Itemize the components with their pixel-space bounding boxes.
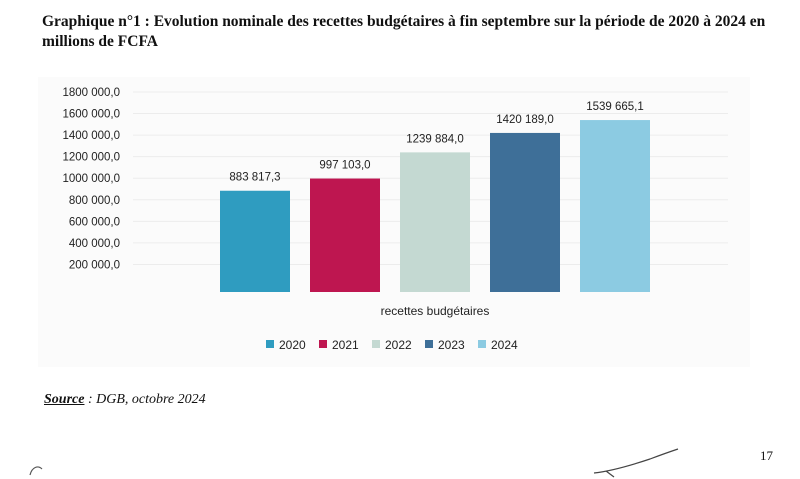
data-label-2023: 1420 189,0 — [496, 114, 554, 126]
bar-chart: 200 000,0 400 000,0 600 000,0 800 000,0 1000… — [62, 87, 728, 352]
source-note: Source : DGB, octobre 2024 — [44, 392, 206, 408]
bar-2021 — [310, 178, 380, 292]
bar-2020 — [220, 190, 290, 292]
legend-label-2024: 2024 — [491, 338, 518, 352]
data-labels: 883 817,3 997 103,0 1239 884,0 1420 189,0 15… — [229, 101, 643, 184]
legend: 2020 2021 2022 2023 2024 — [266, 338, 518, 352]
source-key: Source — [44, 392, 85, 407]
data-label-2021: 997 103,0 — [319, 160, 370, 172]
y-tick-label: 1400 000,0 — [62, 130, 120, 142]
legend-swatch-2022 — [372, 340, 380, 348]
page-number: 17 — [760, 448, 773, 463]
legend-label-2022: 2022 — [385, 338, 412, 352]
y-tick-label: 600 000,0 — [69, 216, 120, 228]
y-tick-label: 1800 000,0 — [62, 87, 120, 99]
chart-caption: Graphique n°1 : Evolution nominale des r… — [42, 13, 766, 50]
x-axis-title: recettes budgétaires — [381, 304, 490, 318]
legend-label-2021: 2021 — [332, 338, 359, 352]
scribble-mark — [29, 466, 43, 476]
source-text: : DGB, octobre 2024 — [84, 392, 206, 407]
bar-2024 — [580, 120, 650, 292]
bar-2022 — [400, 152, 470, 292]
data-label-2024: 1539 665,1 — [586, 101, 644, 113]
signature-mark — [593, 448, 679, 478]
legend-swatch-2024 — [478, 340, 486, 348]
legend-label-2020: 2020 — [279, 338, 306, 352]
y-tick-label: 1200 000,0 — [62, 152, 120, 164]
bars — [220, 120, 650, 292]
legend-swatch-2021 — [319, 340, 327, 348]
legend-label-2023: 2023 — [438, 338, 465, 352]
y-axis-ticks: 200 000,0 400 000,0 600 000,0 800 000,0 1000… — [62, 87, 120, 271]
data-label-2022: 1239 884,0 — [406, 133, 464, 145]
data-label-2020: 883 817,3 — [229, 172, 280, 184]
y-tick-label: 1000 000,0 — [62, 173, 120, 185]
y-tick-label: 400 000,0 — [69, 238, 120, 250]
legend-swatch-2023 — [425, 340, 433, 348]
chart-panel: 200 000,0 400 000,0 600 000,0 800 000,0 1000… — [38, 77, 750, 367]
bar-2023 — [490, 132, 560, 292]
y-tick-label: 1600 000,0 — [62, 109, 120, 121]
y-tick-label: 200 000,0 — [69, 259, 120, 271]
y-tick-label: 800 000,0 — [69, 195, 120, 207]
legend-swatch-2020 — [266, 340, 274, 348]
